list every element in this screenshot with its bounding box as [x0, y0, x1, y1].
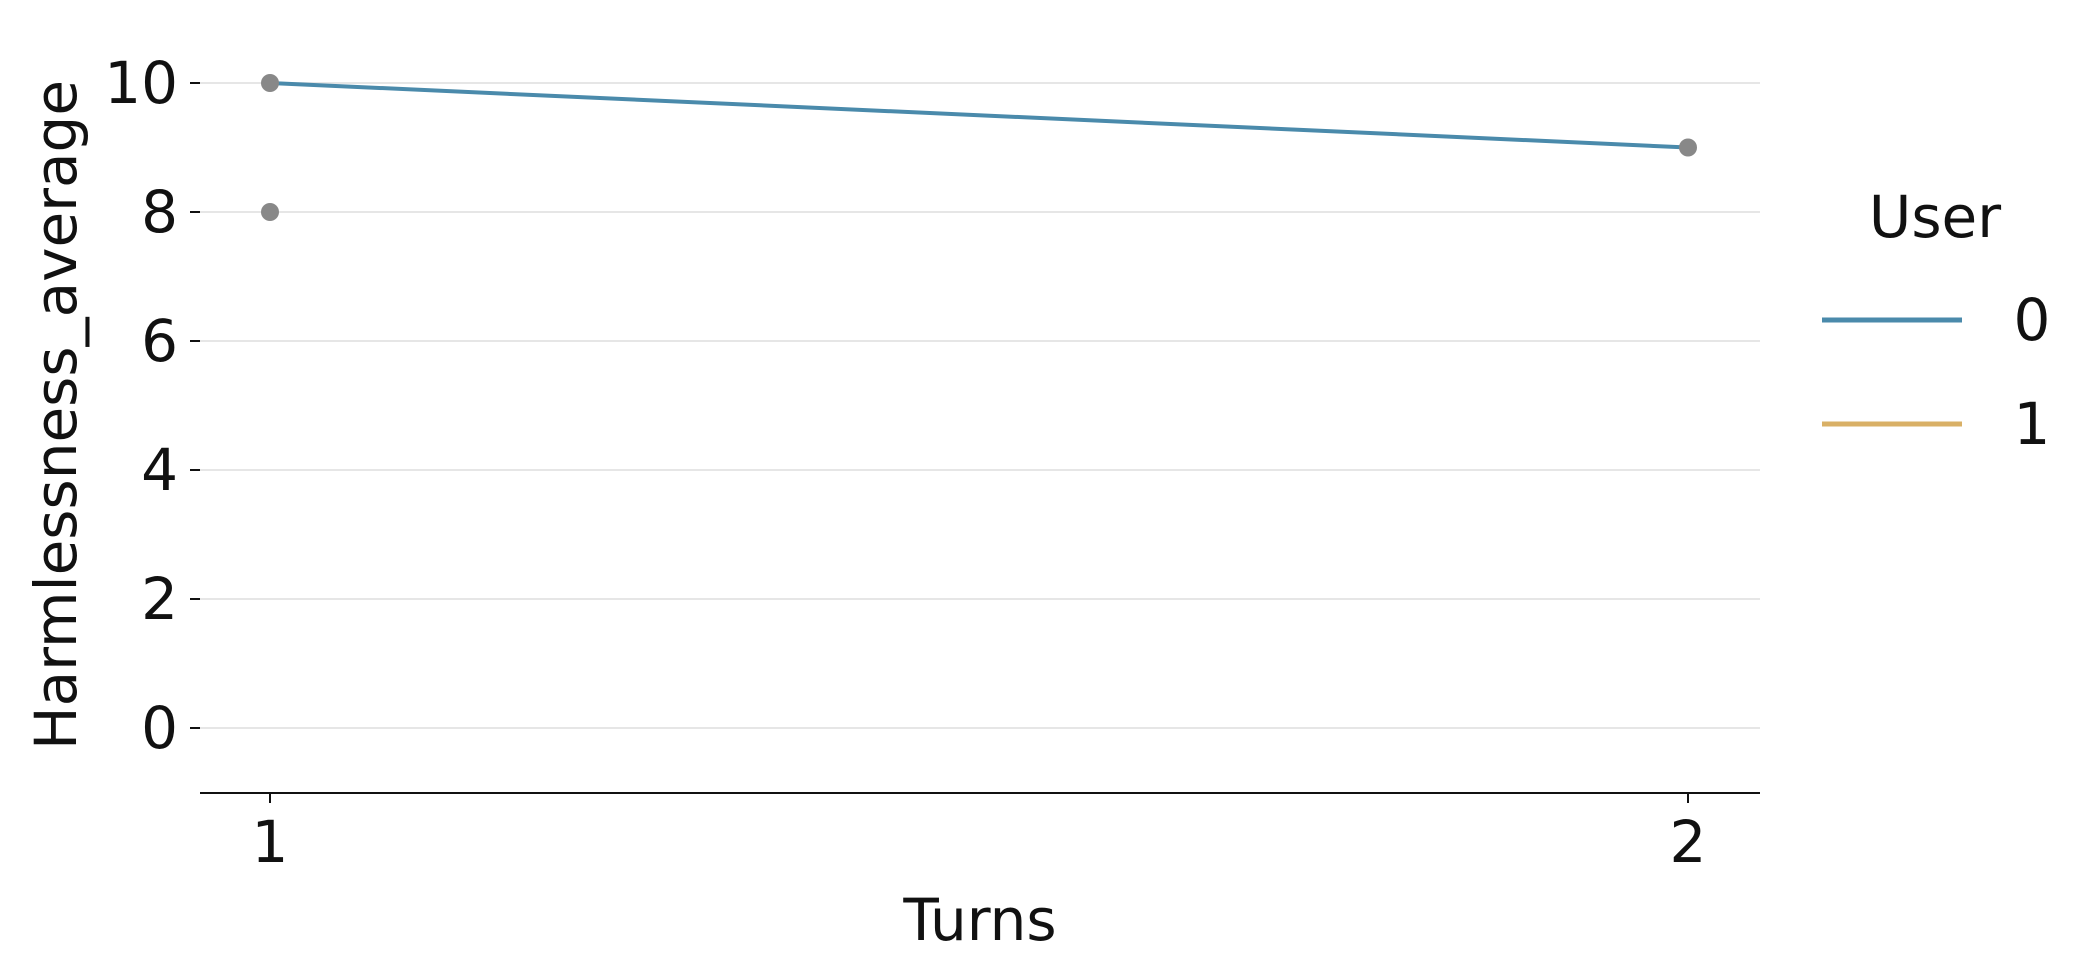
- x-tick-label: 2: [1670, 808, 1707, 876]
- legend-title: User: [1869, 183, 2001, 251]
- legend-entries: 01: [1822, 286, 2050, 458]
- legend-label-1: 1: [2014, 390, 2051, 458]
- gridlines: [200, 82, 1760, 729]
- y-axis-label: Harmlessness_average: [22, 80, 90, 750]
- data-point: [1679, 138, 1697, 157]
- series-line-0: [269, 81, 1689, 150]
- legend: User 01: [1822, 183, 2050, 458]
- y-tick-label: 10: [104, 49, 178, 117]
- x-axis-label: Turns: [902, 886, 1056, 954]
- y-tick-label: 6: [141, 307, 178, 375]
- y-tick-label: 2: [141, 565, 178, 633]
- x-tick-label: 1: [252, 808, 289, 876]
- data-point: [261, 74, 279, 92]
- y-tick-label: 0: [141, 694, 178, 762]
- legend-label-0: 0: [2014, 286, 2051, 354]
- data-point: [261, 203, 279, 221]
- y-tick-label: 4: [141, 436, 178, 504]
- data-points: [261, 74, 1697, 221]
- y-axis: 0 2 4 6 8 10: [104, 49, 200, 762]
- series-lines: [269, 81, 1689, 150]
- y-tick-label: 8: [141, 178, 178, 246]
